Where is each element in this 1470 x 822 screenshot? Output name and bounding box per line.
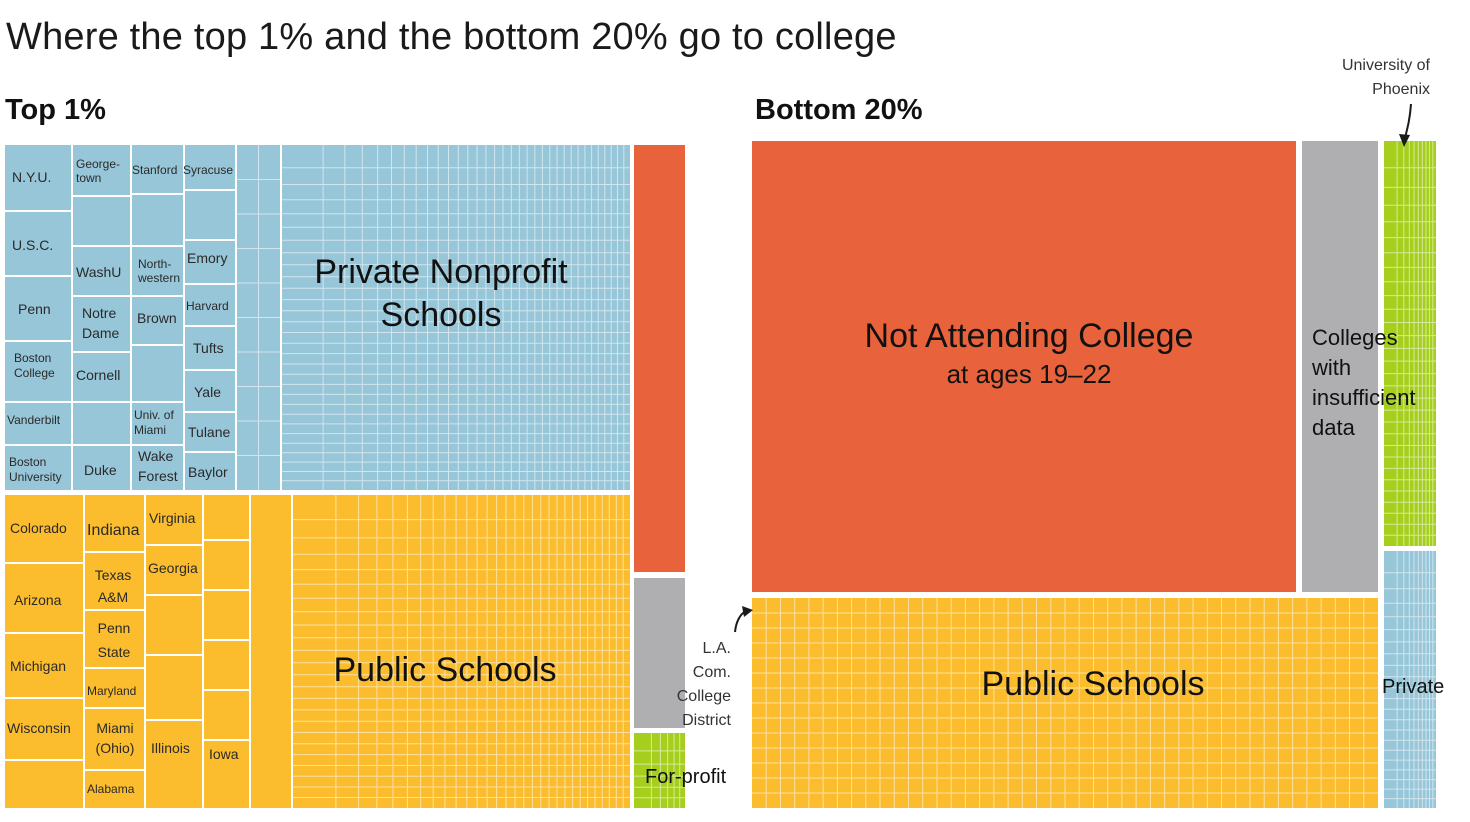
- label-vanderbilt: Vanderbilt: [7, 413, 61, 427]
- label-georgia: Georgia: [148, 560, 198, 576]
- for-profit-bottom20-texture: [1384, 141, 1436, 546]
- for-profit-bottom20-block: [1384, 141, 1436, 546]
- label-penn-state: Penn State: [98, 620, 131, 660]
- label-yale: Yale: [194, 384, 221, 400]
- not-attending-bottom20-block: [752, 141, 1296, 592]
- label-brown: Brown: [137, 310, 177, 326]
- public-col3-cells: [145, 544, 203, 721]
- label-baylor: Baylor: [188, 464, 228, 480]
- label-alabama: Alabama: [87, 782, 135, 796]
- label-michigan: Michigan: [10, 658, 66, 674]
- private-col3-cells: [131, 193, 184, 446]
- label-iowa: Iowa: [209, 746, 239, 762]
- label-miami-ohio: Miami (Ohio): [96, 720, 135, 756]
- label-penn: Penn: [18, 301, 51, 317]
- public-col4-cells: [203, 539, 250, 741]
- private-col4-cells: [184, 189, 236, 453]
- arrow-la-community-college: [734, 606, 753, 633]
- annotation-la-community-college: L.A. Com. College District: [677, 640, 732, 729]
- label-boston-college: Boston College: [14, 351, 55, 380]
- private-column-dividers: [71, 145, 282, 490]
- for-profit-top1-texture: [634, 733, 685, 808]
- not-attending-top1-block: [634, 145, 685, 572]
- private-bottom20-texture: [1384, 551, 1436, 808]
- label-colorado: Colorado: [10, 520, 67, 536]
- annotation-university-of-phoenix: University of Phoenix: [1342, 57, 1431, 98]
- label-public-schools-top1: Public Schools: [333, 651, 556, 689]
- label-georgetown: George-town: [76, 157, 120, 185]
- label-maryland: Maryland: [87, 684, 136, 698]
- label-private-bottom20: Private: [1382, 676, 1444, 698]
- chart-title: Where the top 1% and the bottom 20% go t…: [6, 16, 897, 58]
- label-virginia: Virginia: [149, 510, 196, 526]
- label-illinois: Illinois: [151, 740, 190, 756]
- label-nyu: N.Y.U.: [12, 169, 51, 185]
- label-public-schools-bottom20: Public Schools: [981, 665, 1204, 703]
- insufficient-top1-block: [634, 578, 685, 728]
- private-nonprofit-block: [5, 145, 630, 490]
- public-column-dividers: [83, 495, 293, 808]
- label-arizona: Arizona: [14, 592, 62, 608]
- label-notre-dame: Notre Dame: [82, 305, 120, 341]
- label-wisconsin: Wisconsin: [7, 720, 71, 736]
- private-col1-cells: [5, 210, 72, 446]
- label-tufts: Tufts: [193, 340, 224, 356]
- public-col1-cells: [5, 562, 84, 761]
- panel-title-bottom-20-percent: Bottom 20%: [755, 94, 923, 126]
- label-texas-am: Texas A&M: [95, 567, 132, 605]
- arrow-university-of-phoenix: [1399, 103, 1412, 147]
- private-texture-col5: [236, 145, 281, 490]
- for-profit-top1-block: [634, 733, 685, 808]
- public-schools-block: [5, 495, 630, 808]
- label-emory: Emory: [187, 250, 227, 266]
- label-for-profit: For-profit: [645, 766, 727, 788]
- label-private-nonprofit: Private Nonprofit Schools: [314, 253, 568, 334]
- private-col2-cells: [72, 195, 131, 446]
- public-texture-rest: [292, 495, 630, 808]
- label-not-attending: Not Attending College: [865, 317, 1194, 355]
- public-bottom20-texture: [752, 598, 1378, 808]
- label-harvard: Harvard: [186, 299, 229, 313]
- label-cornell: Cornell: [76, 367, 120, 383]
- label-wake-forest: Wake Forest: [138, 448, 178, 484]
- public-col2-cells: [84, 551, 145, 771]
- label-boston-university: Boston University: [9, 455, 62, 484]
- private-texture-rest: [281, 145, 630, 490]
- label-washu: WashU: [76, 264, 121, 280]
- label-usc: U.S.C.: [12, 237, 53, 253]
- label-northwestern: North-western: [137, 257, 180, 285]
- panel-title-top-1-percent: Top 1%: [5, 94, 106, 126]
- label-stanford: Stanford: [132, 163, 177, 177]
- label-not-attending-sub: at ages 19–22: [947, 359, 1112, 389]
- label-univ-miami: Univ. of Miami: [134, 408, 174, 437]
- label-indiana: Indiana: [87, 522, 140, 539]
- insufficient-bottom20-block: [1302, 141, 1378, 592]
- label-duke: Duke: [84, 462, 117, 478]
- label-tulane: Tulane: [188, 424, 231, 440]
- label-insufficient-data: Colleges with insufficient data: [1311, 325, 1416, 440]
- label-syracuse: Syracuse: [183, 163, 233, 177]
- private-bottom20-block: [1384, 551, 1436, 808]
